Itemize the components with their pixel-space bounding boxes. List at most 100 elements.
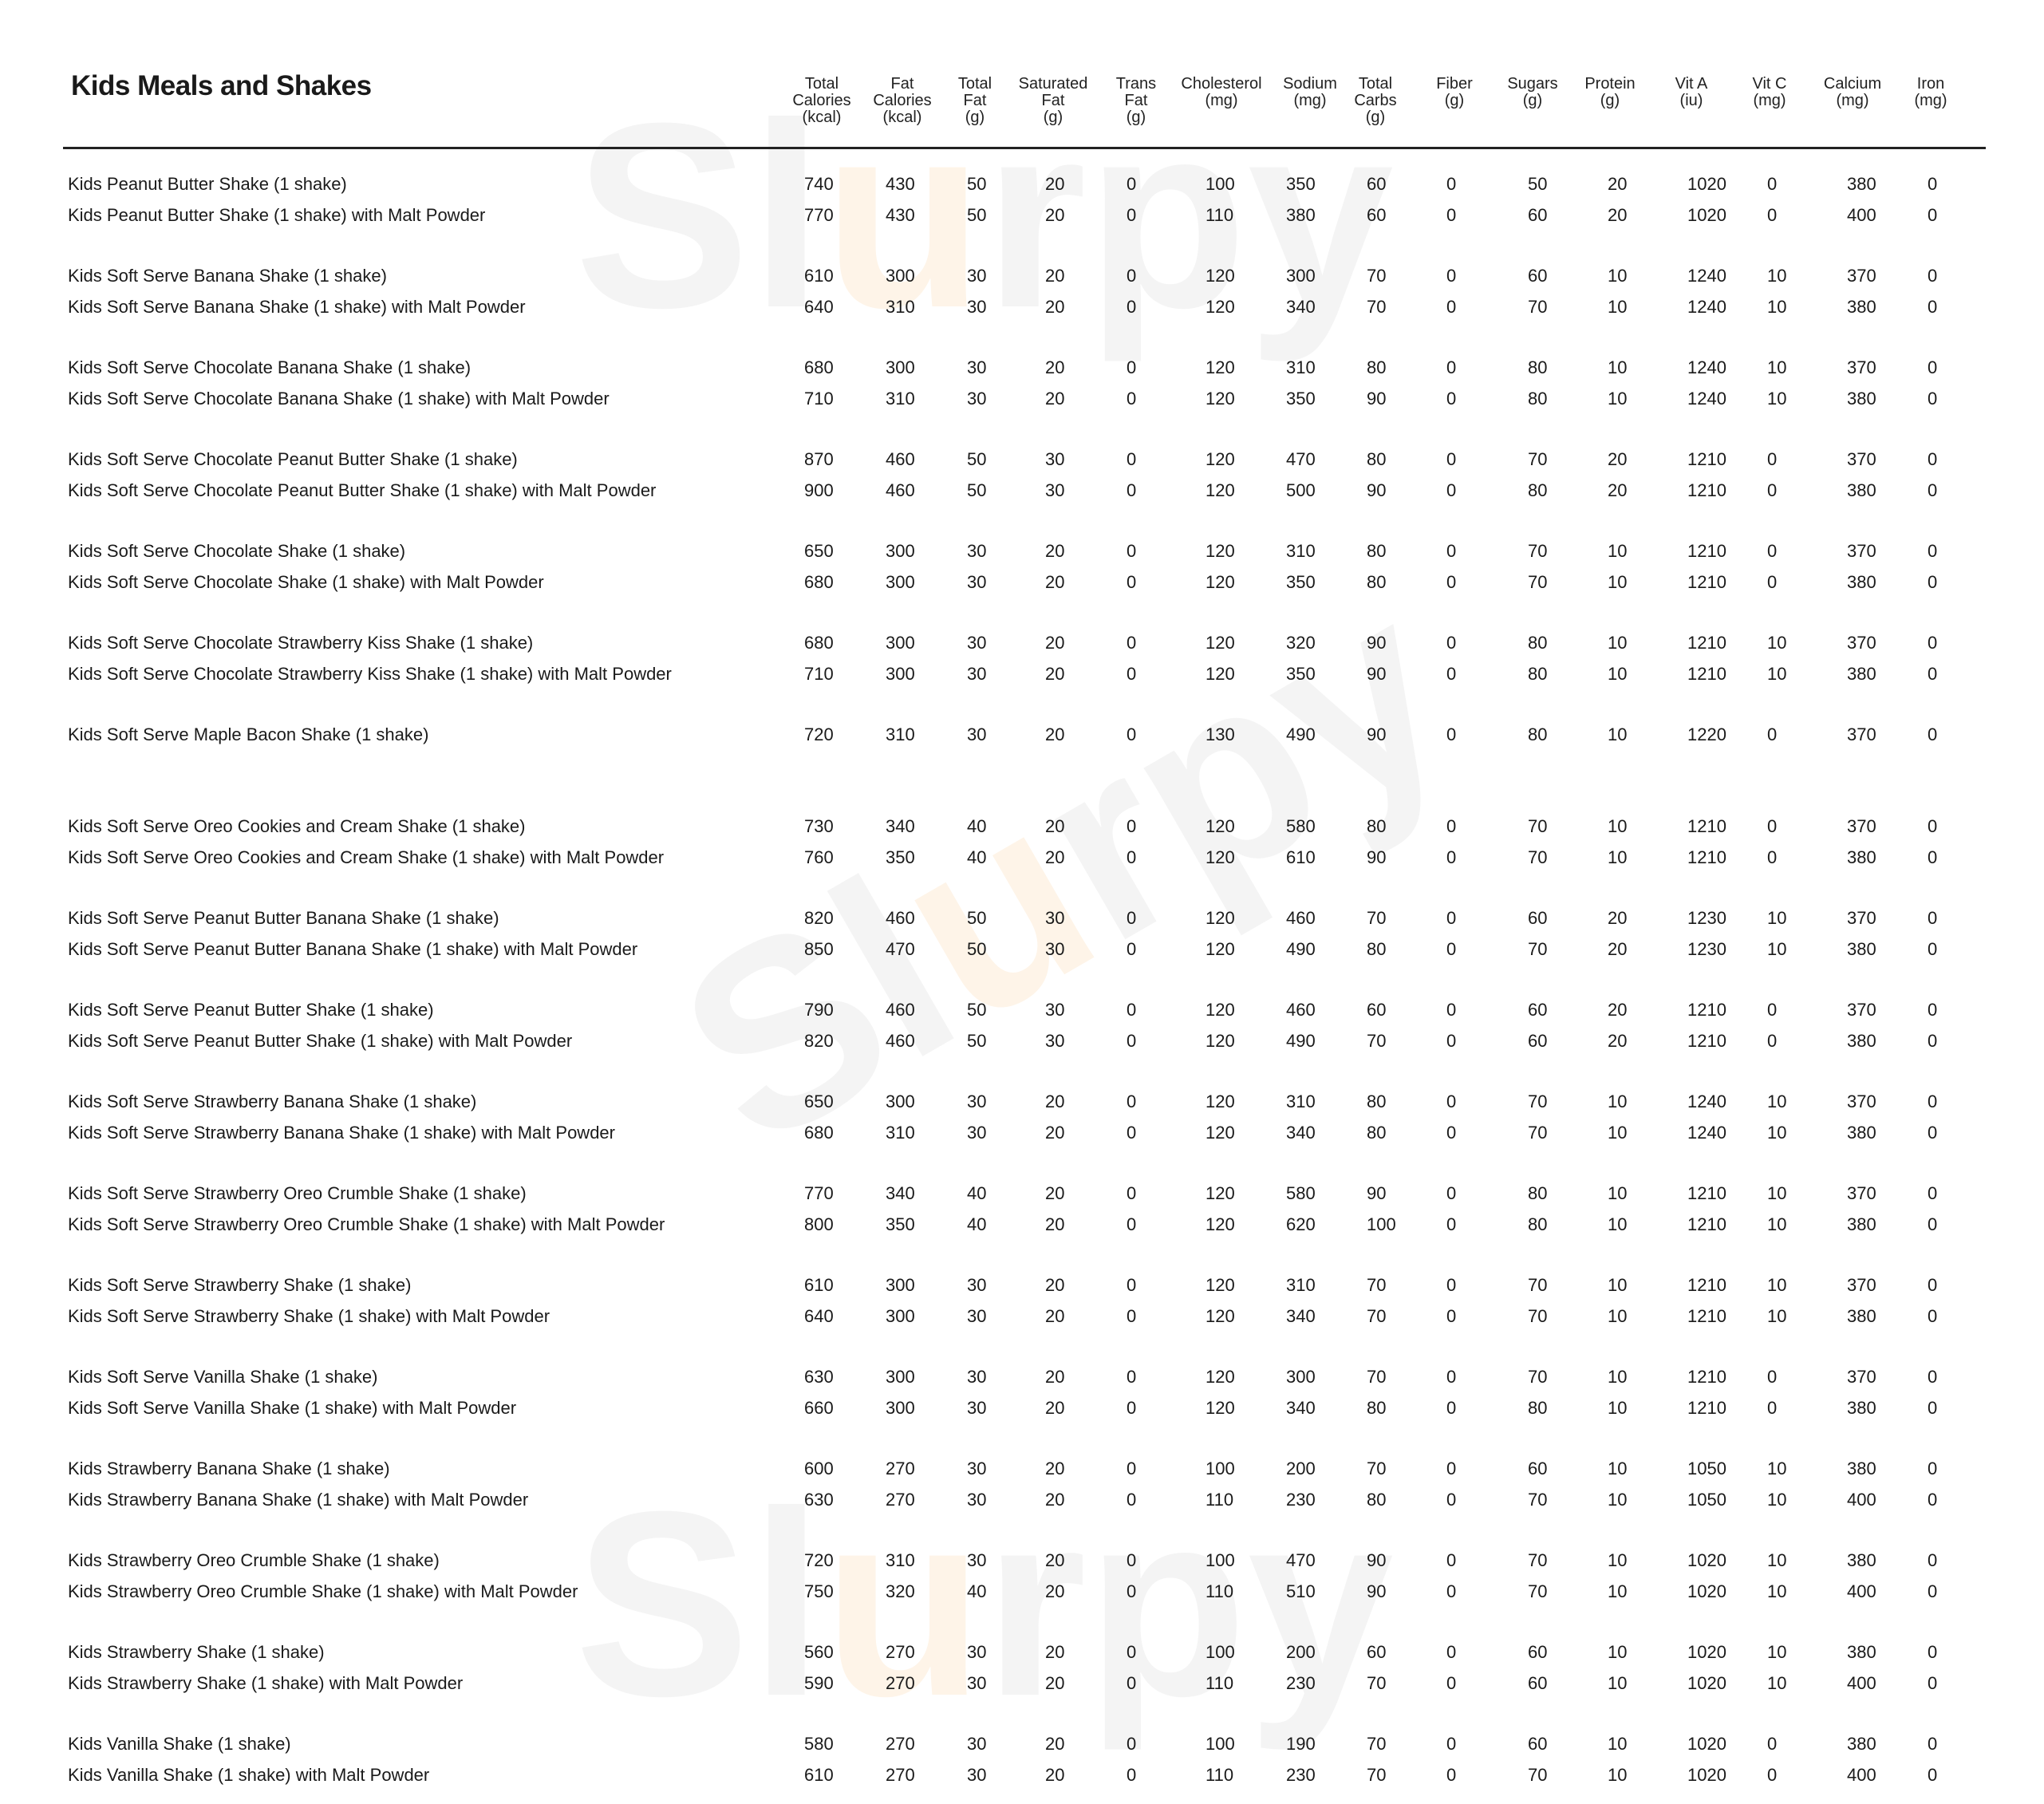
cell-value: 0 — [1767, 1000, 1778, 1020]
item-name: Kids Soft Serve Chocolate Shake (1 shake… — [68, 541, 406, 561]
cell-value: 0 — [1127, 1275, 1137, 1295]
cell-value: 20 — [1608, 939, 1628, 959]
table-row: Kids Soft Serve Oreo Cookies and Cream S… — [0, 847, 2044, 876]
cell-value: 1210 — [1687, 1183, 1726, 1203]
cell-value: 1210 — [1687, 1031, 1726, 1051]
cell-value: 0 — [1127, 1091, 1137, 1111]
cell-value: 80 — [1367, 357, 1387, 377]
cell-value: 30 — [967, 1765, 987, 1785]
table-row: Kids Soft Serve Chocolate Banana Shake (… — [0, 357, 2044, 386]
item-name: Kids Strawberry Shake (1 shake) — [68, 1642, 325, 1662]
cell-value: 120 — [1205, 908, 1235, 928]
cell-value: 470 — [1286, 1550, 1316, 1570]
cell-value: 90 — [1367, 480, 1387, 500]
cell-value: 300 — [886, 541, 915, 561]
cell-value: 0 — [1928, 847, 1938, 867]
table-row: Kids Soft Serve Strawberry Oreo Crumble … — [0, 1183, 2044, 1212]
cell-value: 30 — [967, 1642, 987, 1662]
cell-value: 10 — [1608, 1490, 1628, 1510]
cell-value: 600 — [804, 1459, 834, 1478]
cell-value: 70 — [1367, 1275, 1387, 1295]
cell-value: 10 — [1608, 297, 1628, 317]
cell-value: 0 — [1446, 1031, 1457, 1051]
cell-value: 350 — [1286, 389, 1316, 409]
cell-value: 10 — [1608, 664, 1628, 684]
cell-value: 470 — [1286, 449, 1316, 469]
cell-value: 40 — [967, 1581, 987, 1601]
cell-value: 120 — [1205, 847, 1235, 867]
cell-value: 50 — [967, 939, 987, 959]
cell-value: 0 — [1446, 541, 1457, 561]
cell-value: 0 — [1446, 357, 1457, 377]
table-row: Kids Peanut Butter Shake (1 shake) with … — [0, 205, 2044, 234]
cell-value: 70 — [1528, 1490, 1548, 1510]
cell-value: 120 — [1205, 541, 1235, 561]
column-header: Protein (g) — [1584, 75, 1636, 109]
cell-value: 1020 — [1687, 1642, 1726, 1662]
cell-value: 820 — [804, 908, 834, 928]
cell-value: 30 — [967, 389, 987, 409]
cell-value: 0 — [1127, 1367, 1137, 1387]
cell-value: 20 — [1045, 1398, 1065, 1418]
cell-value: 900 — [804, 480, 834, 500]
cell-value: 80 — [1367, 1398, 1387, 1418]
cell-value: 80 — [1367, 449, 1387, 469]
item-name: Kids Soft Serve Peanut Butter Banana Sha… — [68, 939, 638, 959]
table-row: Kids Soft Serve Strawberry Shake (1 shak… — [0, 1275, 2044, 1304]
cell-value: 300 — [886, 633, 915, 653]
cell-value: 0 — [1767, 449, 1778, 469]
cell-value: 90 — [1367, 847, 1387, 867]
cell-value: 0 — [1446, 480, 1457, 500]
cell-value: 380 — [1847, 1550, 1876, 1570]
cell-value: 0 — [1767, 847, 1778, 867]
cell-value: 0 — [1928, 1459, 1938, 1478]
cell-value: 30 — [967, 1398, 987, 1418]
cell-value: 110 — [1205, 1673, 1234, 1693]
cell-value: 30 — [967, 1367, 987, 1387]
cell-value: 120 — [1205, 1306, 1235, 1326]
cell-value: 50 — [967, 908, 987, 928]
cell-value: 0 — [1928, 908, 1938, 928]
table-row: Kids Soft Serve Chocolate Peanut Butter … — [0, 480, 2044, 509]
cell-value: 20 — [1045, 266, 1065, 286]
cell-value: 380 — [1847, 1123, 1876, 1143]
table-row: Kids Soft Serve Strawberry Shake (1 shak… — [0, 1306, 2044, 1335]
cell-value: 20 — [1045, 1459, 1065, 1478]
table-row: Kids Soft Serve Strawberry Banana Shake … — [0, 1123, 2044, 1151]
cell-value: 10 — [1608, 541, 1628, 561]
cell-value: 380 — [1847, 572, 1876, 592]
cell-value: 120 — [1205, 664, 1235, 684]
cell-value: 1210 — [1687, 572, 1726, 592]
cell-value: 380 — [1847, 389, 1876, 409]
cell-value: 30 — [967, 572, 987, 592]
cell-value: 80 — [1367, 816, 1387, 836]
cell-value: 320 — [1286, 633, 1316, 653]
cell-value: 0 — [1446, 633, 1457, 653]
cell-value: 270 — [886, 1673, 915, 1693]
cell-value: 590 — [804, 1673, 834, 1693]
cell-value: 500 — [1286, 480, 1316, 500]
cell-value: 60 — [1528, 1673, 1548, 1693]
cell-value: 0 — [1127, 1123, 1137, 1143]
cell-value: 20 — [1045, 1581, 1065, 1601]
cell-value: 0 — [1446, 1000, 1457, 1020]
cell-value: 10 — [1608, 816, 1628, 836]
cell-value: 40 — [967, 816, 987, 836]
cell-value: 10 — [1608, 633, 1628, 653]
cell-value: 460 — [886, 1000, 915, 1020]
cell-value: 580 — [1286, 816, 1316, 836]
table-row: Kids Vanilla Shake (1 shake) 580 270 30 20 0 1… — [0, 1734, 2044, 1763]
cell-value: 120 — [1205, 1367, 1235, 1387]
cell-value: 120 — [1205, 297, 1235, 317]
item-name: Kids Soft Serve Peanut Butter Shake (1 s… — [68, 1000, 434, 1020]
cell-value: 60 — [1367, 1000, 1387, 1020]
cell-value: 10 — [1608, 1459, 1628, 1478]
item-name: Kids Soft Serve Maple Bacon Shake (1 sha… — [68, 724, 429, 744]
item-name: Kids Soft Serve Vanilla Shake (1 shake) — [68, 1367, 378, 1387]
cell-value: 120 — [1205, 389, 1235, 409]
item-name: Kids Soft Serve Chocolate Strawberry Kis… — [68, 664, 672, 684]
cell-value: 80 — [1367, 939, 1387, 959]
cell-value: 10 — [1767, 357, 1787, 377]
cell-value: 10 — [1767, 1673, 1787, 1693]
column-header: Vit A (iu) — [1675, 75, 1708, 109]
